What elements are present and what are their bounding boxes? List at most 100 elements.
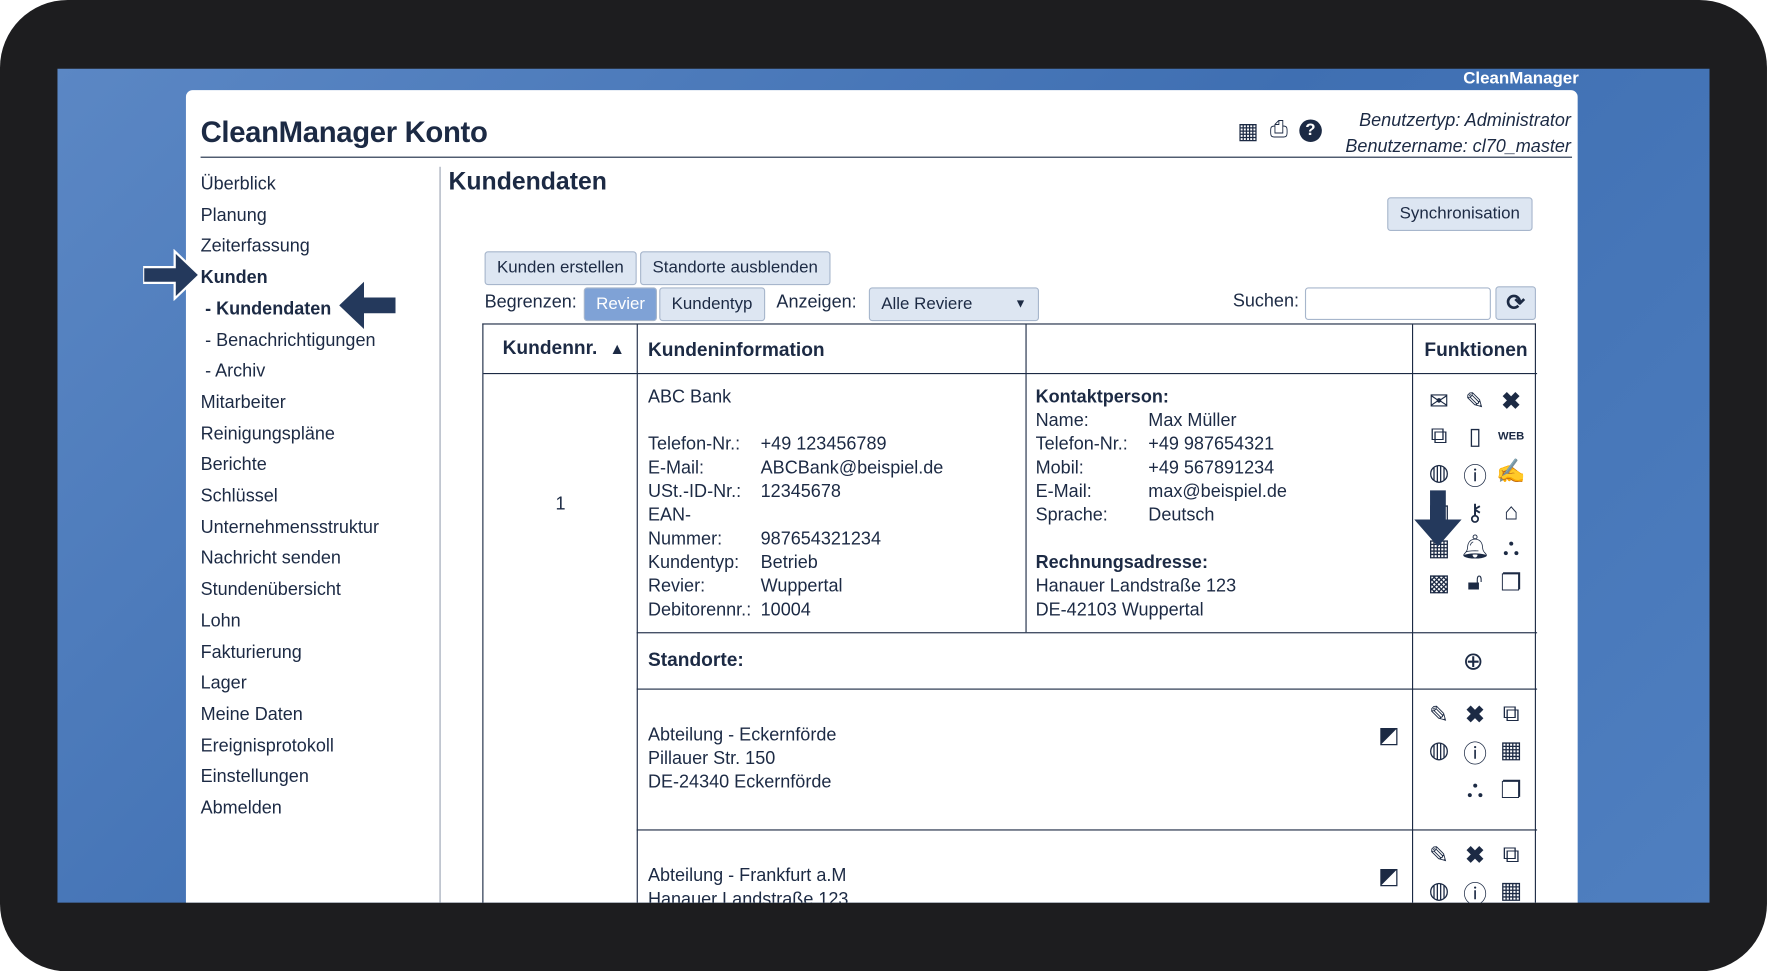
globe-icon[interactable]: ◍ <box>1428 877 1450 903</box>
sidebar-item[interactable]: Meine Daten <box>200 705 303 725</box>
box-icon[interactable]: ⧉ <box>1502 841 1520 868</box>
sidebar-item[interactable]: Zeiterfassung <box>200 237 310 257</box>
globe-icon[interactable]: ◍ <box>1428 459 1450 486</box>
bell-icon[interactable]: 🔔︎ <box>1460 534 1491 561</box>
print-icon[interactable]: ⎙ <box>1269 117 1288 142</box>
sidebar-item[interactable]: Mitarbeiter <box>200 393 286 413</box>
sidebar-item[interactable]: Einstellungen <box>200 767 309 787</box>
sidebar-item[interactable]: Abmelden <box>200 799 282 819</box>
limit-revier-button[interactable]: Revier <box>583 287 658 322</box>
info-value: +49 567891234 <box>1148 458 1275 478</box>
refresh-button[interactable]: ⟳ <box>1495 286 1536 321</box>
help-icon[interactable]: ? <box>1299 119 1322 142</box>
table-icon[interactable]: ▦ <box>1237 119 1259 145</box>
limit-label: Begrenzen: <box>484 292 577 313</box>
note-icon[interactable]: ◩ <box>1378 864 1400 890</box>
map-icon[interactable]: ⌂ <box>1504 499 1519 526</box>
sidebar-item[interactable]: Lager <box>200 674 247 694</box>
locations-label: Standorte: <box>647 649 744 671</box>
location-functions: ✎ ✖ ⧉ ◍ ⓘ ▦ <box>1421 842 1529 903</box>
info-label: E-Mail: <box>1035 482 1092 502</box>
billing-line: Hanauer Landstraße 123 <box>1035 576 1237 597</box>
sidebar-item[interactable]: Berichte <box>200 455 267 475</box>
region-select[interactable]: Alle Reviere ▼ <box>868 287 1040 322</box>
sidebar-item[interactable]: Kunden <box>200 268 268 288</box>
brand-label: CleanManager <box>1463 68 1579 88</box>
sidebar-item[interactable]: Reinigungspläne <box>200 424 335 444</box>
web-icon[interactable]: WEB <box>1498 430 1525 443</box>
info-icon[interactable]: ⓘ <box>1463 882 1487 903</box>
calendar-icon[interactable]: ▦ <box>1499 736 1523 763</box>
door-icon[interactable]: ▯ <box>1468 423 1482 450</box>
key-icon[interactable]: ⚷ <box>1466 500 1484 527</box>
customer-number: 1 <box>555 494 566 514</box>
edit-icon[interactable]: ✎ <box>1429 842 1449 869</box>
sidebar-item[interactable]: Lohn <box>200 611 241 631</box>
info-value: +49 123456789 <box>760 434 887 455</box>
sort-column-header[interactable]: Kundennr. ▲ <box>502 336 626 359</box>
arrow-right-icon <box>143 249 200 301</box>
edit-icon[interactable]: ✎ <box>1465 388 1486 415</box>
qr-code-icon[interactable]: ▩ <box>1427 570 1451 597</box>
info-icon[interactable]: ⓘ <box>1463 741 1487 768</box>
note-icon[interactable]: ◩ <box>1378 723 1400 749</box>
sidebar-item[interactable]: - Benachrichtigungen <box>205 330 376 350</box>
add-location-icon[interactable]: ⊕ <box>1462 646 1484 676</box>
create-customer-button[interactable]: Kunden erstellen <box>484 251 637 286</box>
user-type: Benutzertyp: Administrator <box>1359 111 1571 131</box>
sidebar-item[interactable]: Nachricht senden <box>200 549 341 569</box>
info-label: Mobil: <box>1035 458 1084 478</box>
sidebar-item[interactable]: Planung <box>200 205 267 226</box>
sidebar-item[interactable]: - Archiv <box>205 361 266 382</box>
hierarchy-icon[interactable]: ⛬ <box>1466 776 1484 803</box>
calendar-icon[interactable]: ▦ <box>1427 535 1451 562</box>
contact-block: Kontaktperson: Name: Max Müller Telefon-Nr… <box>1036 385 1287 622</box>
info-row: E-Mail: max@beispiel.de <box>1036 480 1287 504</box>
sidebar: Überblick Planung Zeiterfassung Kunden - Kun… <box>201 169 379 825</box>
sidebar-item[interactable]: Ereignisprotokoll <box>200 736 334 756</box>
info-label: USt.-ID-Nr.: <box>647 482 742 502</box>
delete-icon[interactable]: ✖ <box>1465 702 1486 728</box>
info-value: 12345678 <box>760 482 841 502</box>
location-address: Abteilung - Frankfurt a.M Hanauer Landstr… <box>647 866 849 903</box>
delete-icon[interactable]: ✖ <box>1501 388 1522 415</box>
customer-name: ABC Bank <box>647 387 732 407</box>
sidebar-item[interactable]: Schlüssel <box>200 486 278 507</box>
documents-icon[interactable]: ❐ <box>1500 570 1522 597</box>
info-label: Name: <box>1035 411 1089 431</box>
sidebar-item[interactable]: Fakturierung <box>200 642 302 663</box>
sidebar-item[interactable]: Stundenübersicht <box>200 580 341 600</box>
edit-icon[interactable]: ✎ <box>1429 702 1449 728</box>
calendar-icon[interactable]: ▦ <box>1499 877 1523 903</box>
sync-button[interactable]: Synchronisation <box>1387 197 1533 232</box>
mail-icon[interactable]: ✉ <box>1429 388 1449 415</box>
divider <box>439 166 441 903</box>
info-value: Max Müller <box>1148 411 1237 431</box>
search-input[interactable] <box>1304 287 1491 321</box>
info-value: Deutsch <box>1148 505 1215 526</box>
note-edit-icon[interactable]: ✍ <box>1496 458 1526 485</box>
boxes-icon[interactable]: ⧉ <box>1430 422 1448 449</box>
info-icon[interactable]: ⓘ <box>1463 464 1487 491</box>
hide-locations-button[interactable]: Standorte ausblenden <box>640 251 831 286</box>
documents-icon[interactable]: ❐ <box>1500 777 1522 804</box>
chevron-down-icon: ▼ <box>1014 297 1027 312</box>
unlock-icon[interactable]: 🔓︎ <box>1467 569 1483 596</box>
sidebar-item[interactable]: Unternehmensstruktur <box>200 518 379 538</box>
limit-kundentyp-button[interactable]: Kundentyp <box>659 287 765 322</box>
delete-icon[interactable]: ✖ <box>1465 842 1486 869</box>
info-row: Mobil: +49 567891234 <box>1036 456 1287 480</box>
info-label: Nummer: <box>647 529 723 549</box>
info-label: E-Mail: <box>647 458 705 478</box>
globe-icon[interactable]: ◍ <box>1428 736 1450 763</box>
sidebar-item[interactable]: Überblick <box>200 174 276 194</box>
hierarchy-icon[interactable]: ⛬ <box>1502 534 1520 561</box>
box-icon[interactable]: ⧉ <box>1502 700 1520 727</box>
page-title: Kundendaten <box>448 166 607 195</box>
sort-asc-icon: ▲ <box>609 339 626 358</box>
column-header: Kundeninformation <box>647 339 825 361</box>
info-label: Telefon-Nr.: <box>1035 434 1128 455</box>
sidebar-item[interactable]: - Kundendaten <box>205 299 332 319</box>
info-row: Sprache: Deutsch <box>1036 504 1287 528</box>
customer-table: Kundennr. ▲ Kundeninformation Funktionen… <box>482 323 1538 903</box>
